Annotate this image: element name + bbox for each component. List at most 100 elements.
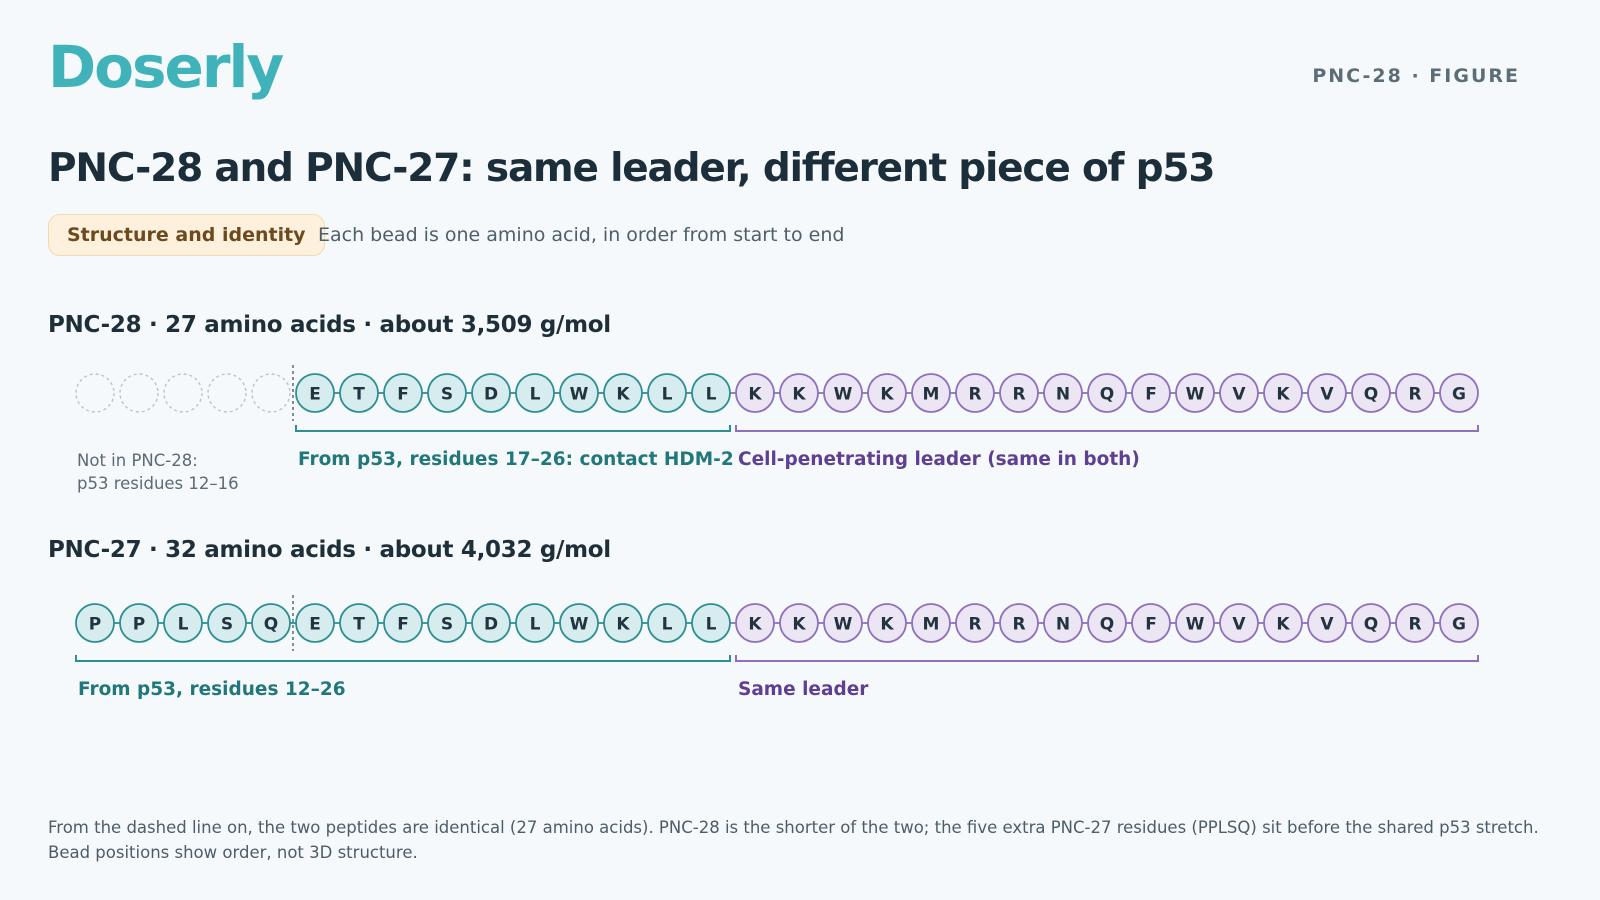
footnote: From the dashed line on, the two peptide… [48, 818, 1539, 862]
p53-residue-bead [163, 603, 203, 643]
leader-residue-residue-letter: R [1408, 385, 1421, 405]
p53-residue-residue-letter: L [530, 615, 541, 635]
leader-residue-residue-letter: V [1232, 385, 1246, 405]
page-subtitle: Each bead is one amino acid, in order fr… [318, 224, 845, 246]
leader-residue-bead [999, 373, 1039, 413]
leader-segment-bracket [735, 655, 1479, 662]
leader-residue-bead [999, 603, 1039, 643]
leader-residue-bead [1087, 603, 1127, 643]
p53-residue-residue-letter: L [178, 615, 189, 635]
p53-residue-residue-letter: D [484, 385, 498, 405]
p53-residue-bead [251, 603, 291, 643]
p53-residue-residue-letter: F [397, 615, 409, 635]
p53-residue-residue-letter: L [662, 615, 673, 635]
leader-segment-bracket [735, 425, 1479, 432]
leader-residue-bead [1175, 373, 1215, 413]
leader-residue-residue-letter: M [923, 385, 940, 405]
p53-residue-bead [339, 603, 379, 643]
leader-residue-residue-letter: G [1452, 385, 1466, 405]
p53-residue-residue-letter: K [616, 615, 630, 635]
p53-segment-bracket [295, 425, 731, 432]
leader-residue-residue-letter: W [834, 385, 853, 405]
leader-residue-bead [955, 603, 995, 643]
p53-residue-residue-letter: E [309, 615, 321, 635]
leader-residue-residue-letter: Q [1364, 385, 1378, 405]
p53-residue-residue-letter: W [570, 615, 589, 635]
p53-residue-residue-letter: K [616, 385, 630, 405]
leader-residue-residue-letter: W [1186, 615, 1205, 635]
leader-residue-bead [1219, 373, 1259, 413]
leader-residue-bead [1175, 603, 1215, 643]
pnc28-heading: PNC-28 · 27 amino acids · about 3,509 g/… [48, 312, 611, 338]
leader-residue-residue-letter: R [968, 615, 981, 635]
p53-residue-bead [515, 373, 555, 413]
p53-residue-bead [691, 603, 731, 643]
p53-residue-residue-letter: E [309, 385, 321, 405]
leader-residue-residue-letter: R [1408, 615, 1421, 635]
p53-residue-residue-letter: Q [264, 615, 278, 635]
p53-residue-residue-letter: T [353, 385, 365, 405]
p53-residue-bead [339, 373, 379, 413]
p53-residue-residue-letter: P [133, 615, 145, 635]
p53-residue-bead [383, 603, 423, 643]
p53-residue-bead [471, 373, 511, 413]
p53-residue-residue-letter: S [221, 615, 233, 635]
missing-residue-bead [163, 373, 203, 413]
leader-residue-residue-letter: K [792, 385, 806, 405]
leader-residue-bead [735, 603, 775, 643]
missing-residue-bead [75, 373, 115, 413]
leader-residue-residue-letter: F [1145, 615, 1157, 635]
p53-segment-label: From p53, residues 17–26: contact HDM-2 [298, 449, 734, 470]
missing-residue-bead [119, 373, 159, 413]
leader-residue-bead [1351, 603, 1391, 643]
leader-residue-bead [1307, 603, 1347, 643]
p53-residue-bead [75, 603, 115, 643]
leader-residue-residue-letter: K [880, 615, 894, 635]
p53-residue-bead [295, 603, 335, 643]
leader-residue-bead [867, 373, 907, 413]
leader-residue-residue-letter: V [1320, 385, 1334, 405]
leader-residue-bead [779, 603, 819, 643]
p53-residue-bead [691, 373, 731, 413]
leader-residue-bead [1263, 373, 1303, 413]
leader-residue-residue-letter: Q [1100, 615, 1114, 635]
p53-residue-bead [427, 603, 467, 643]
leader-residue-bead [1395, 373, 1435, 413]
leader-residue-residue-letter: G [1452, 615, 1466, 635]
missing-residues-label: p53 residues 12–16 [77, 474, 239, 493]
leader-residue-residue-letter: V [1320, 615, 1334, 635]
p53-residue-residue-letter: T [353, 615, 365, 635]
leader-residue-residue-letter: W [834, 615, 853, 635]
p53-residue-bead [559, 373, 599, 413]
leader-residue-residue-letter: Q [1364, 615, 1378, 635]
leader-residue-bead [911, 603, 951, 643]
leader-residue-bead [823, 603, 863, 643]
leader-residue-bead [1439, 373, 1479, 413]
p53-residue-bead [603, 373, 643, 413]
leader-residue-bead [955, 373, 995, 413]
leader-residue-residue-letter: N [1056, 385, 1070, 405]
leader-residue-bead [1087, 373, 1127, 413]
p53-residue-residue-letter: L [530, 385, 541, 405]
leader-residue-residue-letter: N [1056, 615, 1070, 635]
p53-residue-bead [647, 373, 687, 413]
p53-segment-label: From p53, residues 12–26 [78, 679, 346, 700]
leader-residue-bead [735, 373, 775, 413]
pnc28-sequence: E T F S D L W K L L K K W K M R R N Q F W V K V Q R G Not in PNC-28… [75, 365, 1479, 493]
leader-residue-residue-letter: K [880, 385, 894, 405]
leader-residue-bead [1307, 373, 1347, 413]
leader-residue-residue-letter: F [1145, 385, 1157, 405]
p53-residue-residue-letter: L [706, 385, 717, 405]
brand-logo: Doserly [48, 33, 284, 101]
leader-residue-bead [867, 603, 907, 643]
leader-residue-residue-letter: W [1186, 385, 1205, 405]
p53-residue-bead [119, 603, 159, 643]
p53-residue-bead [471, 603, 511, 643]
leader-residue-residue-letter: R [1012, 385, 1025, 405]
p53-residue-residue-letter: S [441, 615, 453, 635]
category-badge: Structure and identity [48, 214, 325, 256]
leader-residue-bead [1439, 603, 1479, 643]
figure-tag: PNC-28 · FIGURE [1312, 65, 1520, 87]
p53-residue-residue-letter: P [89, 615, 101, 635]
